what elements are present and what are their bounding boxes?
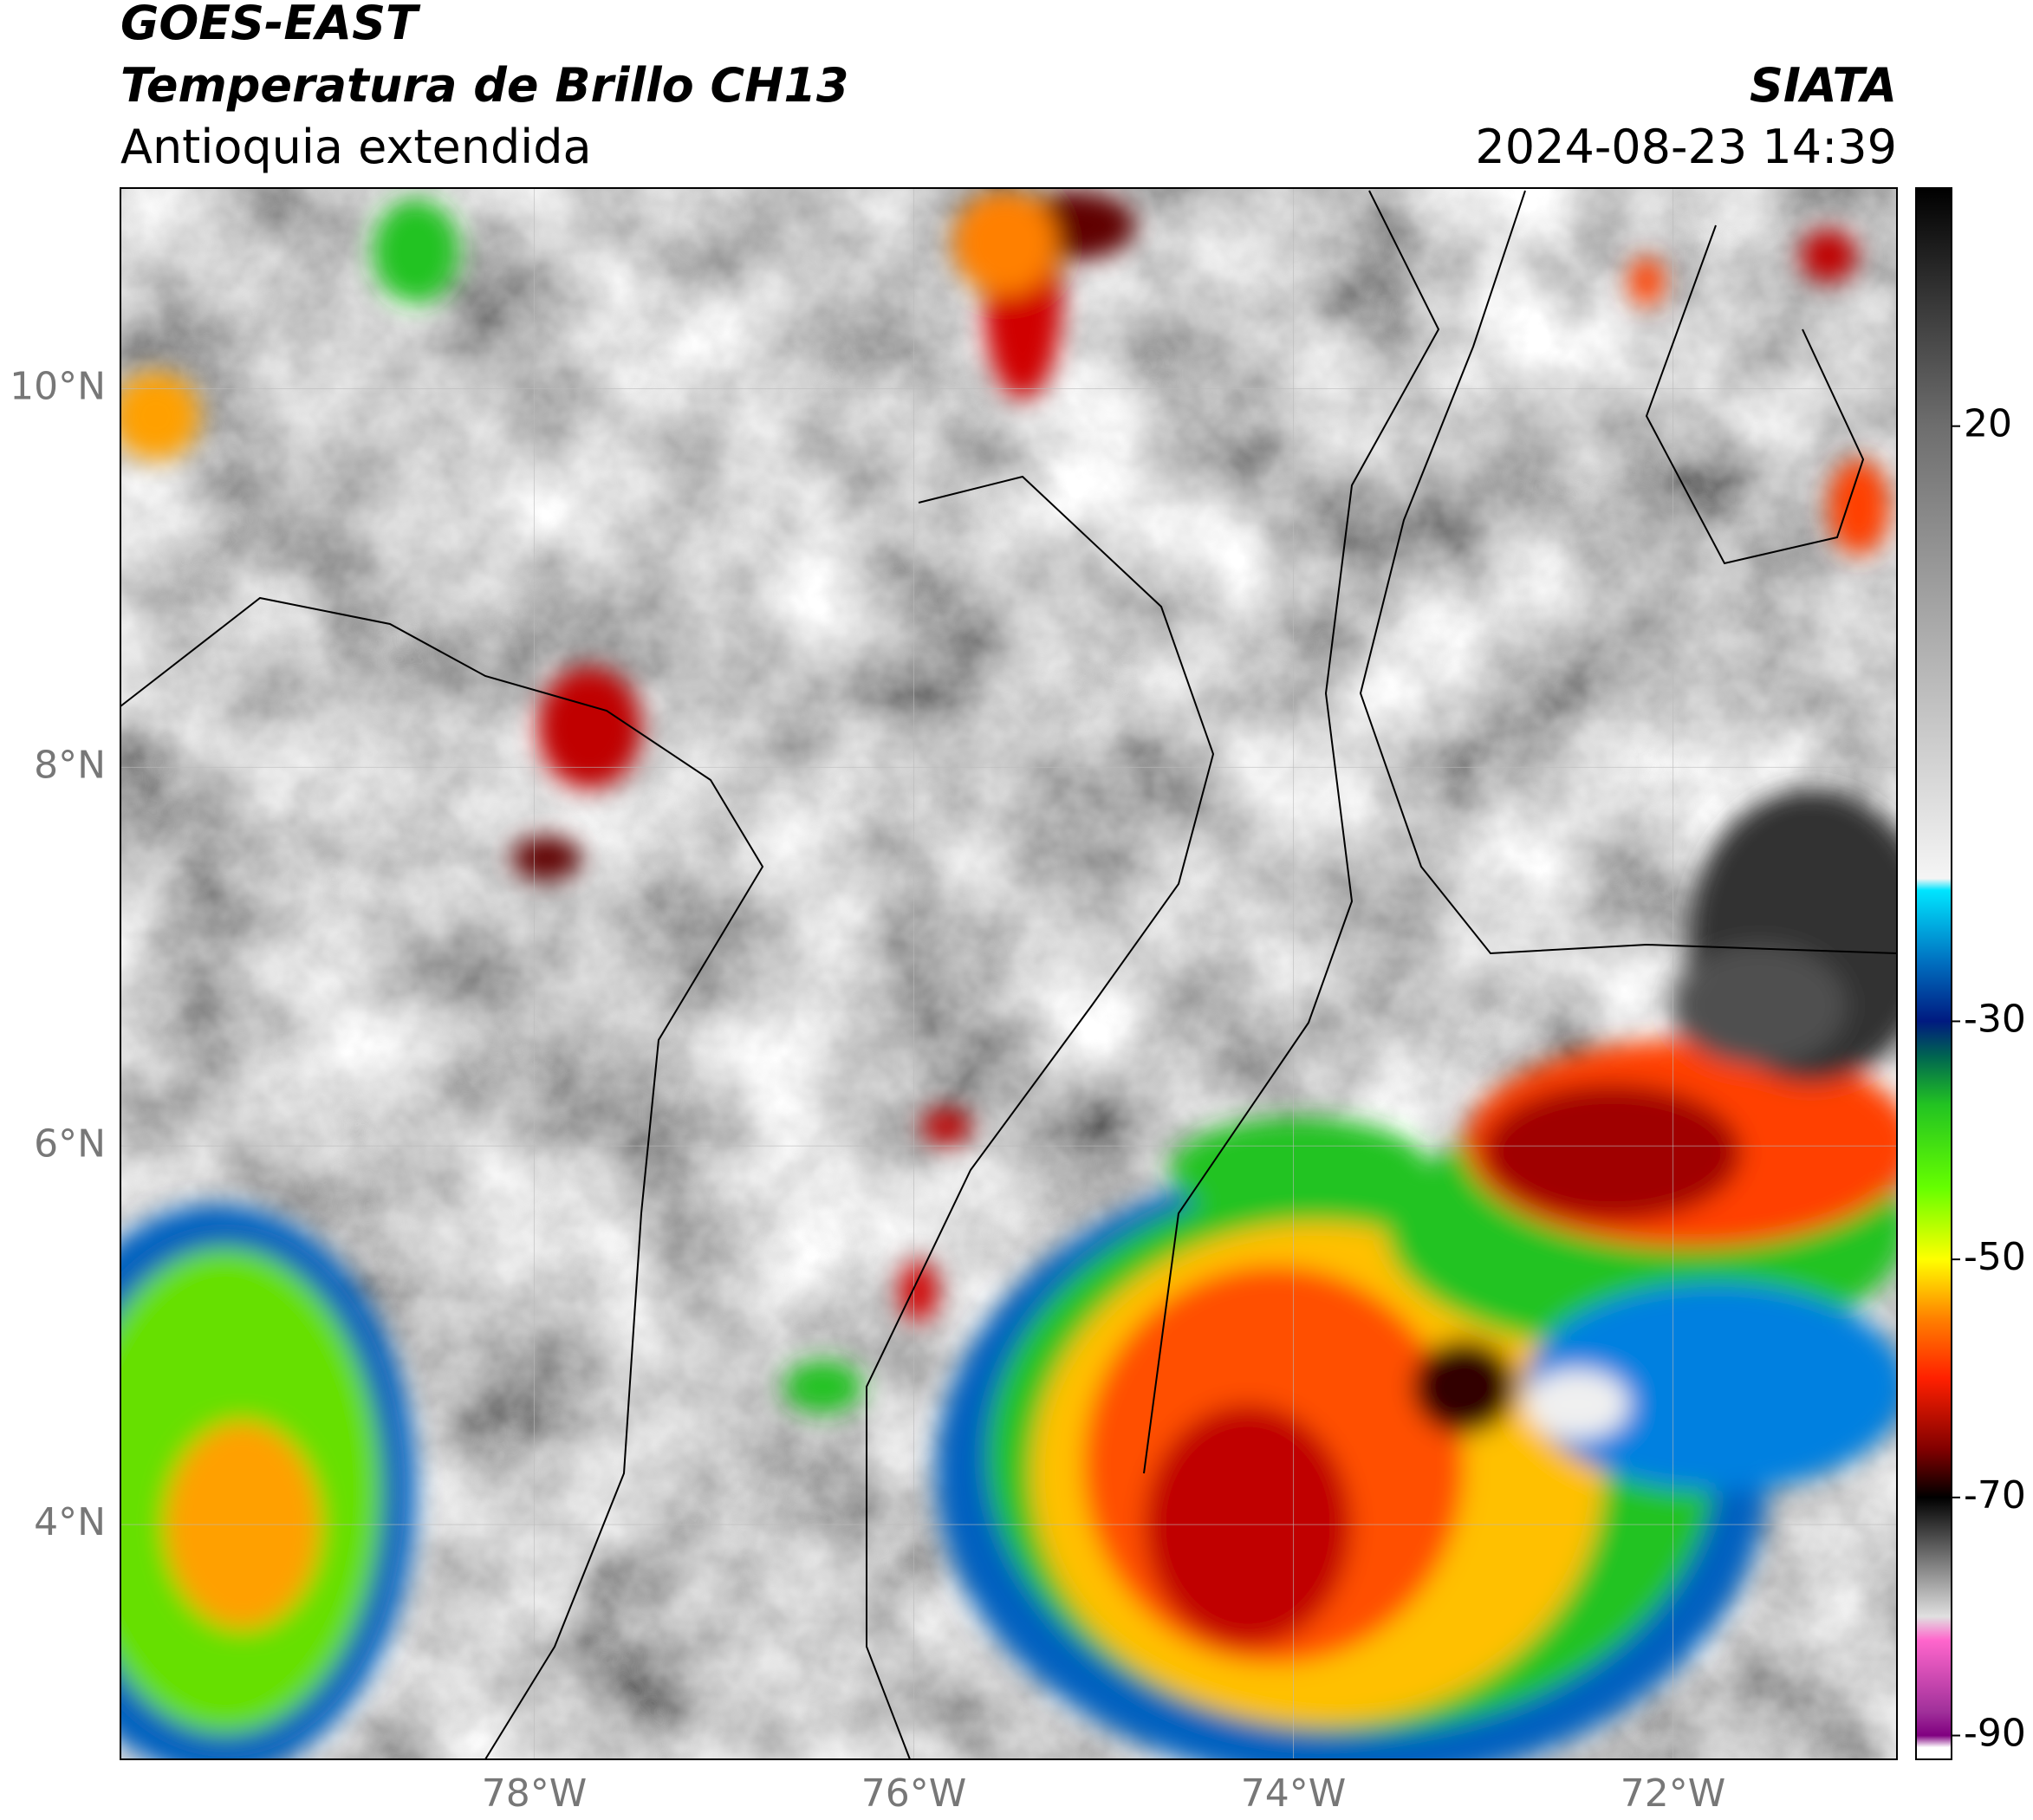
y-tick-label: 6°N xyxy=(34,1121,106,1166)
colorbar-tick-label: -70 xyxy=(1964,1473,2026,1518)
borders xyxy=(120,190,1897,1759)
source: SIATA xyxy=(1750,58,1897,113)
axes: 78°W 76°W 74°W 72°W 10°N 8°N 6°N 4°N xyxy=(10,365,1725,1816)
colorbar-tick-label: 20 xyxy=(1964,402,2012,446)
colorbar-tick-label: -50 xyxy=(1964,1235,2026,1279)
map-image xyxy=(120,188,1897,1759)
subtitle: Temperatura de Brillo CH13 xyxy=(120,58,849,113)
grid xyxy=(120,188,1897,1759)
x-tick-label: 78°W xyxy=(482,1771,588,1816)
map-frame xyxy=(120,187,1898,1760)
region: Antioquia extendida xyxy=(120,120,592,174)
colorbar-tick-label: -90 xyxy=(1964,1712,2026,1756)
y-tick-label: 10°N xyxy=(10,365,106,409)
x-tick-label: 76°W xyxy=(861,1771,967,1816)
title: GOES-EAST xyxy=(120,0,421,50)
x-tick-label: 74°W xyxy=(1241,1771,1347,1816)
x-tick-label: 72°W xyxy=(1621,1771,1726,1816)
colorbar: 20 -30 -50 -70 -90 xyxy=(1915,187,2026,1760)
convection xyxy=(120,191,1897,1759)
y-tick-label: 4°N xyxy=(34,1500,106,1544)
y-tick-label: 8°N xyxy=(34,743,106,787)
colorbar-tick-label: -30 xyxy=(1964,997,2026,1041)
datetime: 2024-08-23 14:39 xyxy=(1475,120,1897,174)
colorbar-scale xyxy=(1915,187,1952,1760)
